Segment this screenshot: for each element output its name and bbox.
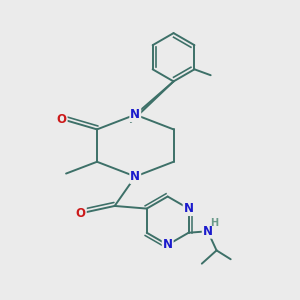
Text: N: N [163, 238, 173, 251]
Text: H: H [210, 218, 218, 228]
Text: N: N [130, 170, 140, 183]
Text: O: O [76, 207, 86, 220]
Text: N: N [203, 225, 213, 238]
Text: N: N [130, 108, 140, 121]
Text: O: O [57, 112, 67, 126]
Text: N: N [184, 202, 194, 215]
